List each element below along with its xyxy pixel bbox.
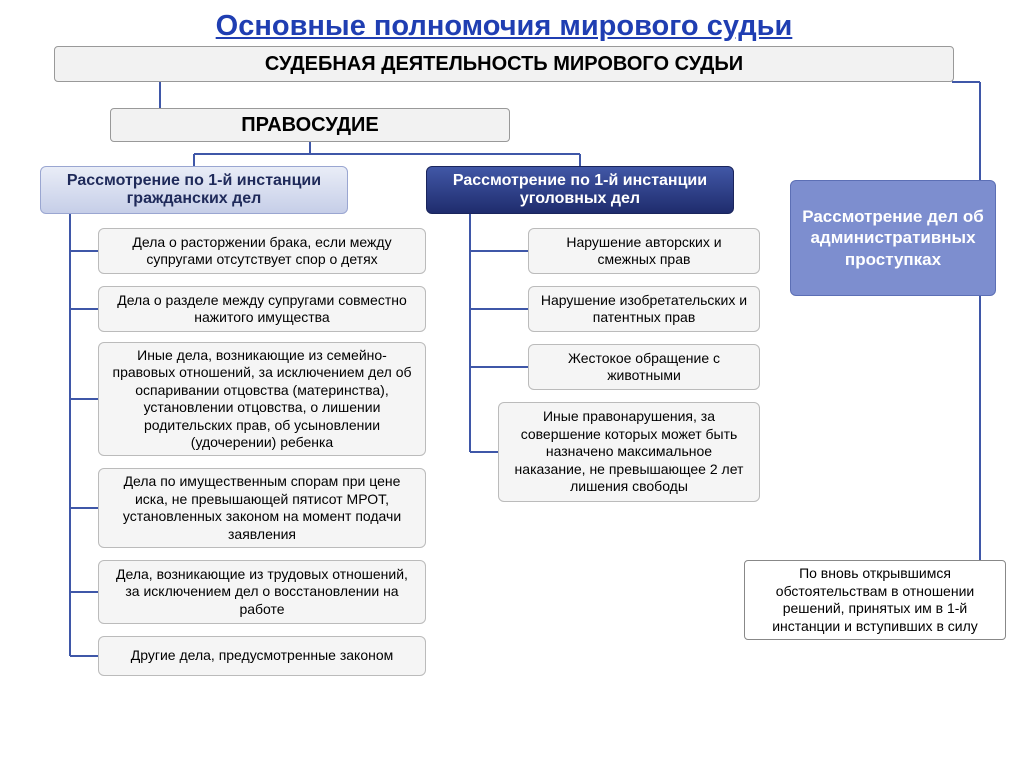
civil-item: Дела, возникающие из трудовых отношений,… [98,560,426,624]
criminal-item: Нарушение изобретательских и патентных п… [528,286,760,332]
criminal-item: Жестокое обращение с животными [528,344,760,390]
branch-criminal: Рассмотрение по 1-й инстанции уголовных … [426,166,734,214]
civil-item: Дела о расторжении брака, если между суп… [98,228,426,274]
civil-item: Дела по имущественным спорам при цене ис… [98,468,426,548]
branch-civil: Рассмотрение по 1-й инстанции граждански… [40,166,348,214]
civil-item: Другие дела, предусмотренные законом [98,636,426,676]
civil-item: Дела о разделе между супругами совместно… [98,286,426,332]
heading-activity: СУДЕБНАЯ ДЕЯТЕЛЬНОСТЬ МИРОВОГО СУДЬИ [54,46,954,82]
criminal-item: Нарушение авторских и смежных прав [528,228,760,274]
branch-admin: Рассмотрение дел об административных про… [790,180,996,296]
diagram-canvas: Основные полномочия мирового судьи СУДЕБ… [0,0,1024,767]
criminal-item: Иные правонарушения, за совершение котор… [498,402,760,502]
main-title: Основные полномочия мирового судьи [54,6,954,46]
civil-item: Иные дела, возникающие из семейно-правов… [98,342,426,456]
note-reopened-cases: По вновь открывшимся обстоятельствам в о… [744,560,1006,640]
heading-justice: ПРАВОСУДИЕ [110,108,510,142]
